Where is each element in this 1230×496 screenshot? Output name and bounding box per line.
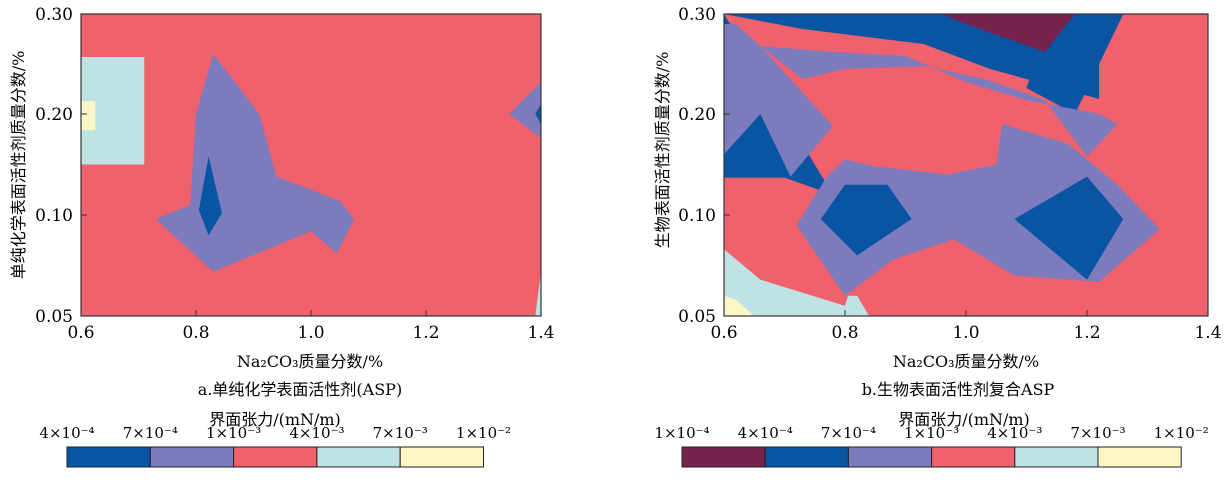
colorbar-swatch-c7e-3 <box>1097 446 1182 468</box>
x-tick-label: 0.8 <box>182 323 209 343</box>
x-tick-label: 1.2 <box>412 323 439 343</box>
contour-plot-b <box>724 14 1208 316</box>
y-tick-label: 0.20 <box>678 105 716 125</box>
y-tick-label: 0.10 <box>678 206 716 226</box>
colorbar-level-label: 4×10⁻³ <box>987 424 1042 442</box>
x-tick-label: 1.2 <box>1073 323 1100 343</box>
y-axis-label-a: 单纯化学表面活性剂质量分数/% <box>9 51 28 280</box>
colorbar-level-label: 1×10⁻² <box>456 424 511 442</box>
x-ticks-a: 0.6 0.8 1.0 1.2 1.4 <box>67 310 555 343</box>
y-ticks-a: 0.05 0.10 0.20 0.30 <box>35 5 87 327</box>
colorbar-swatch-c4e-3 <box>316 446 401 468</box>
y-tick-label: 0.05 <box>678 307 716 327</box>
contour-region-c4e-4 <box>820 184 912 256</box>
y-tick-label: 0.20 <box>35 105 73 125</box>
colorbar-swatch-c7e-3 <box>399 446 485 468</box>
colorbar-level-label: 7×10⁻⁴ <box>821 424 876 442</box>
y-tick-label: 0.10 <box>35 206 73 226</box>
colorbar-level-label: 4×10⁻⁴ <box>39 424 94 442</box>
panel-b: 0.6 0.8 1.0 1.2 1.4 0.05 0.10 0.20 0.30 Na₂CO₃质… <box>653 5 1222 468</box>
contour-background <box>81 14 541 316</box>
colorbar-level-label: 4×10⁻⁴ <box>738 424 793 442</box>
colorbar-swatch-c4e-4 <box>764 446 849 468</box>
x-axis-label-b: Na₂CO₃质量分数/% <box>893 352 1039 371</box>
contour-plot-a <box>81 14 541 316</box>
contour-region-c7e-4 <box>724 24 833 177</box>
colorbar-level-label: 4×10⁻³ <box>289 424 344 442</box>
contour-region-c7e-4 <box>509 82 541 139</box>
contour-region-c7e-3 <box>81 101 96 131</box>
x-tick-label: 1.0 <box>952 323 979 343</box>
contour-region-c1e-4 <box>941 14 1075 52</box>
colorbar-swatch-c1e-3 <box>233 446 318 468</box>
colorbar-swatch-c7e-4 <box>149 446 235 468</box>
colorbar-level-label: 7×10⁻³ <box>373 424 428 442</box>
contour-region-c4e-4 <box>198 156 222 236</box>
caption-a: a.单纯化学表面活性剂(ASP) <box>198 380 402 399</box>
x-tick-label: 1.4 <box>527 323 554 343</box>
colorbar-level-label: 7×10⁻⁴ <box>123 424 178 442</box>
contour-region-c7e-3 <box>724 295 755 316</box>
panel-a: 0.6 0.8 1.0 1.2 1.4 0.05 0.10 0.20 0.30 Na₂CO₃质… <box>9 5 555 468</box>
contour-region-c7e-4 <box>760 46 1118 157</box>
colorbar-swatch-c7e-4 <box>847 446 933 468</box>
colorbar-swatch-c1e-3 <box>931 446 1016 468</box>
y-tick-label: 0.30 <box>35 5 73 25</box>
colorbar-b: 1×10⁻⁴ 4×10⁻⁴ 7×10⁻⁴ 1×10⁻³ 4×10⁻³ 7×10⁻³ 1×10… <box>654 424 1209 468</box>
colorbar-title-b: 界面张力/(mN/m) <box>898 410 1030 429</box>
colorbar-level-label: 1×10⁻³ <box>206 424 261 442</box>
colorbar-swatch-c4e-4 <box>66 446 151 468</box>
x-axis-label-a: Na₂CO₃质量分数/% <box>237 352 383 371</box>
contour-region-c4e-4 <box>535 104 541 125</box>
y-axis-label-b: 生物表面活性剂质量分数/% <box>653 52 672 249</box>
contour-region-c4e-3 <box>724 249 870 316</box>
x-tick-label: 1.0 <box>297 323 324 343</box>
colorbar-level-label: 7×10⁻³ <box>1070 424 1125 442</box>
colorbar-title-a: 界面张力/(mN/m) <box>209 410 341 429</box>
colorbar-swatch-c1e-4 <box>681 446 766 468</box>
x-tick-label: 1.4 <box>1194 323 1221 343</box>
colorbar-level-label: 1×10⁻⁴ <box>654 424 709 442</box>
caption-b: b.生物表面活性剂复合ASP <box>862 380 1055 399</box>
y-ticks-b: 0.05 0.10 0.20 0.30 <box>678 5 730 327</box>
x-tick-label: 0.8 <box>831 323 858 343</box>
contour-region-c4e-3 <box>81 57 145 165</box>
colorbar-swatch-c4e-3 <box>1014 446 1099 468</box>
colorbar-level-label: 1×10⁻³ <box>904 424 959 442</box>
y-tick-label: 0.05 <box>35 307 73 327</box>
colorbar-level-label: 1×10⁻² <box>1154 424 1209 442</box>
x-tick-label: 0.6 <box>710 323 737 343</box>
y-tick-label: 0.30 <box>678 5 716 25</box>
contour-region-c4e-3 <box>535 271 541 316</box>
colorbar-a: 4×10⁻⁴ 7×10⁻⁴ 1×10⁻³ 4×10⁻³ 7×10⁻³ 1×10⁻² <box>39 424 511 468</box>
x-tick-label: 0.6 <box>67 323 94 343</box>
x-ticks-b: 0.6 0.8 1.0 1.2 1.4 <box>710 310 1222 343</box>
contour-region-c4e-4 <box>1014 176 1124 280</box>
